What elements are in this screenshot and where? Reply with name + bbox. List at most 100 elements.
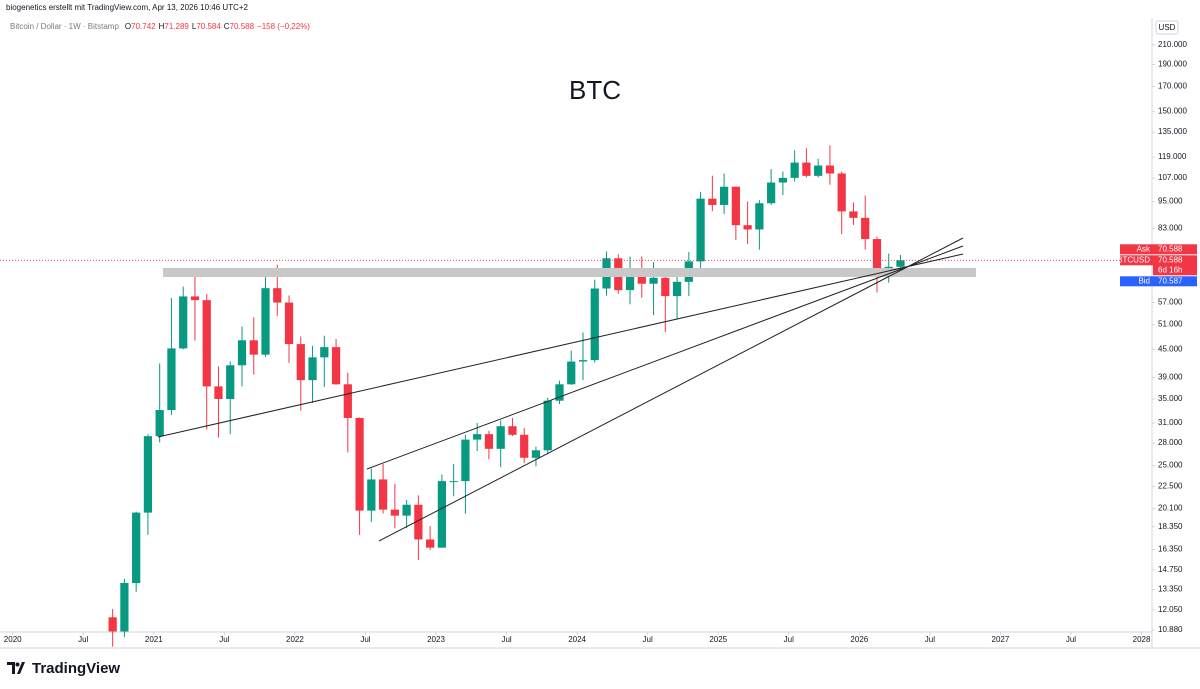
y-tick-label: 95.000 xyxy=(1158,197,1183,206)
candle-body xyxy=(767,182,776,204)
y-tick-label: 107.000 xyxy=(1158,173,1187,182)
header: biogenetics erstellt mit TradingView.com… xyxy=(6,3,249,12)
ohlc-value: 70.584 xyxy=(196,22,221,31)
x-tick-label: 2020 xyxy=(4,635,22,644)
y-tick-label: 210.000 xyxy=(1158,40,1187,49)
chart-title: BTC xyxy=(569,75,621,105)
y-tick-label: 12.050 xyxy=(1158,605,1183,614)
trend-line xyxy=(378,237,964,542)
candle-body xyxy=(672,281,682,297)
candle-body xyxy=(320,347,329,358)
candle-body xyxy=(390,509,399,516)
candle-body xyxy=(449,481,458,483)
candle-body xyxy=(355,417,364,511)
candle-body xyxy=(461,439,470,482)
countdown: 6d 16h xyxy=(1158,265,1182,274)
y-tick-label: 190.000 xyxy=(1158,60,1187,69)
candle-body xyxy=(143,436,153,513)
candle-body xyxy=(778,177,788,183)
candle-body xyxy=(331,347,341,385)
y-tick-label: 150.000 xyxy=(1158,106,1187,115)
x-tick-label: 2023 xyxy=(427,635,445,644)
y-tick-label: 10.880 xyxy=(1158,625,1183,634)
candle-body xyxy=(849,211,858,218)
price-tag-value: 70.588 xyxy=(1158,244,1183,253)
x-tick-label: 2026 xyxy=(850,635,868,644)
price-tag-name-box xyxy=(1120,276,1153,287)
candle-body xyxy=(802,162,811,176)
x-tick-label: Jul xyxy=(360,635,370,644)
candle-body xyxy=(190,296,200,301)
candle-body xyxy=(202,300,211,387)
y-tick-label: 28.000 xyxy=(1158,438,1183,447)
price-tag-value-box xyxy=(1153,276,1197,287)
price-tag-value: 70.588 xyxy=(1158,255,1183,264)
candle-body xyxy=(414,504,423,540)
candle-body xyxy=(378,479,388,510)
y-tick-label: 16.350 xyxy=(1158,545,1183,554)
x-tick-label: 2025 xyxy=(709,635,727,644)
x-tick-label: Jul xyxy=(925,635,935,644)
price-tag-value-box xyxy=(1153,244,1197,255)
ohlc-change: −158 (−0,22%) xyxy=(257,22,310,31)
y-tick-label: 170.000 xyxy=(1158,82,1187,91)
x-tick-label: 2024 xyxy=(568,635,586,644)
candle-body xyxy=(284,302,294,345)
ohlc-key: L xyxy=(192,22,197,31)
candle-body xyxy=(708,198,717,205)
candle-body xyxy=(872,239,882,271)
x-tick-label: Jul xyxy=(501,635,511,644)
support-zone xyxy=(163,268,976,277)
candle-body xyxy=(861,217,870,240)
candle-body xyxy=(520,434,529,458)
y-tick-label: 13.350 xyxy=(1158,585,1183,594)
x-tick-label: Jul xyxy=(219,635,229,644)
y-tick-label: 31.000 xyxy=(1158,418,1183,427)
price-tag-name: Ask xyxy=(1137,244,1151,253)
candle-body xyxy=(590,288,599,361)
candle-body xyxy=(661,277,670,297)
x-tick-label: 2027 xyxy=(992,635,1010,644)
x-tick-label: 2028 xyxy=(1133,635,1151,644)
candle-body xyxy=(367,479,376,511)
drawings xyxy=(157,237,976,542)
symbol: Bitcoin / Dollar · 1W · Bitstamp xyxy=(10,22,119,31)
candle-body xyxy=(426,539,435,548)
candle-body xyxy=(531,450,541,458)
candle-body xyxy=(296,344,305,381)
candle-body xyxy=(179,296,188,349)
price-tag-name-box xyxy=(1120,255,1153,266)
candle-body xyxy=(120,582,129,632)
candle-body xyxy=(484,434,494,449)
brand: TradingView xyxy=(32,660,120,677)
candle-body xyxy=(837,173,846,212)
price-tag-name: Bid xyxy=(1138,276,1150,285)
candle-body xyxy=(249,340,258,355)
logo-mark xyxy=(7,662,25,674)
ohlc-key: C xyxy=(224,22,230,31)
currency-box[interactable] xyxy=(1155,20,1179,35)
y-tick-label: 25.000 xyxy=(1158,461,1183,470)
y-tick-label: 57.000 xyxy=(1158,298,1183,307)
candle-body xyxy=(508,426,517,435)
candle-body xyxy=(214,386,223,399)
candle-body xyxy=(743,225,752,230)
ohlc-value: 71.289 xyxy=(164,22,189,31)
candle-body xyxy=(696,198,705,262)
brand-logo: TradingView xyxy=(7,660,120,677)
y-tick-label: 39.000 xyxy=(1158,373,1183,382)
y-tick-label: 18.350 xyxy=(1158,522,1183,531)
candle-body xyxy=(496,426,505,449)
trend-line xyxy=(157,253,964,438)
candle-body xyxy=(567,361,576,385)
ohlc-key: O xyxy=(125,22,131,31)
candle-body xyxy=(896,260,905,267)
y-tick-label: 20.100 xyxy=(1158,504,1183,513)
candle-body xyxy=(155,410,164,437)
candle-body xyxy=(543,400,552,451)
candle-body xyxy=(625,269,635,291)
x-tick-label: Jul xyxy=(1066,635,1076,644)
price-tag-name-box xyxy=(1120,244,1153,255)
